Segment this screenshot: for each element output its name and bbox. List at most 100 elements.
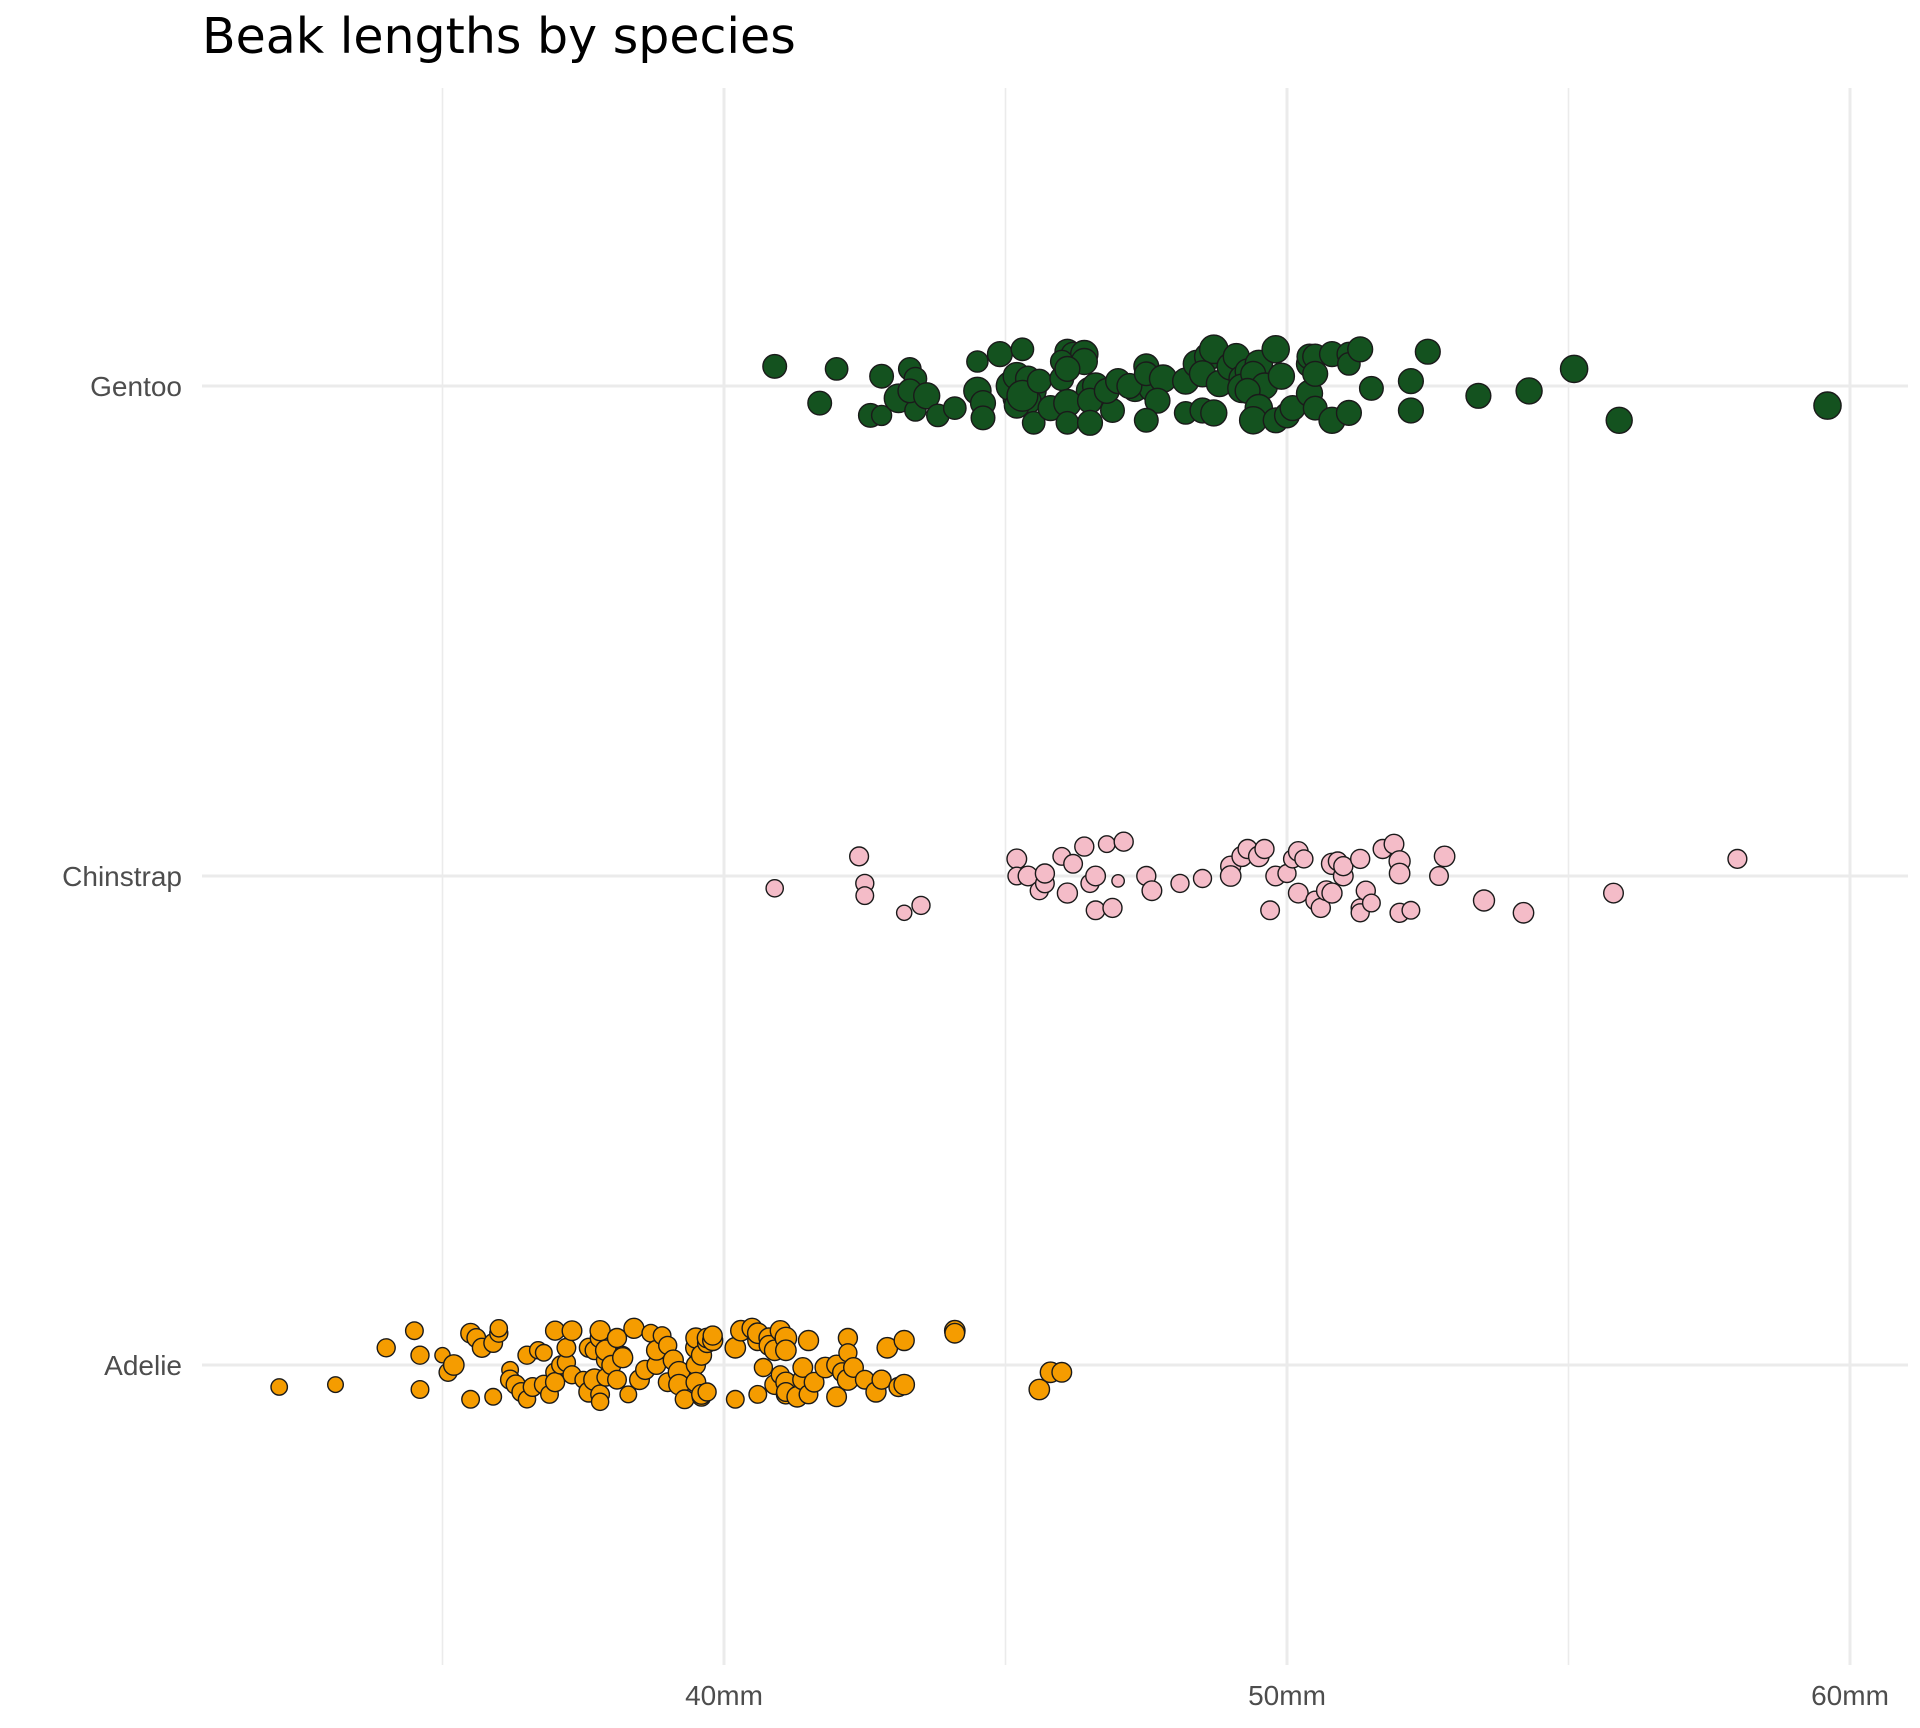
data-point — [762, 353, 788, 379]
data-point — [944, 1322, 966, 1344]
data-point — [848, 846, 870, 867]
y-tick-label-chinstrap: Chinstrap — [62, 861, 182, 892]
data-point — [1074, 836, 1095, 857]
data-point — [1388, 862, 1411, 885]
data-point — [748, 1384, 768, 1404]
data-point — [725, 1389, 745, 1409]
data-point — [1335, 399, 1362, 426]
data-point — [1361, 893, 1381, 913]
data-point — [893, 1329, 915, 1352]
data-points — [270, 334, 1842, 1412]
data-point — [807, 390, 833, 416]
data-point — [1358, 375, 1384, 401]
data-point — [942, 396, 967, 420]
data-point — [1076, 409, 1104, 436]
data-point — [1260, 900, 1281, 921]
data-point — [410, 1345, 430, 1365]
series-gentoo — [762, 334, 1842, 436]
data-point — [1026, 368, 1052, 394]
data-point — [1302, 360, 1329, 387]
data-point — [895, 904, 913, 922]
y-axis: Adelie Chinstrap Gentoo — [62, 371, 182, 1381]
data-point — [442, 1354, 465, 1376]
data-point — [826, 1386, 848, 1408]
data-point — [986, 341, 1013, 368]
x-axis: 40mm 50mm 60mm — [685, 1680, 1889, 1711]
data-point — [855, 886, 875, 906]
data-point — [1465, 382, 1492, 409]
grid-lines — [202, 88, 1908, 1665]
chart-title: Beak lengths by species — [202, 8, 796, 65]
data-point — [1170, 873, 1190, 894]
series-chinstrap — [765, 831, 1748, 924]
data-point — [1056, 882, 1079, 904]
data-point — [489, 1319, 509, 1338]
data-point — [1006, 848, 1028, 870]
data-point — [534, 1343, 553, 1362]
data-point — [590, 1392, 610, 1412]
data-point — [606, 1327, 628, 1349]
data-point — [1113, 831, 1134, 852]
data-point — [1141, 880, 1163, 902]
data-point — [1428, 866, 1449, 887]
data-point — [1063, 853, 1084, 874]
data-point — [824, 356, 849, 381]
x-tick-label: 50mm — [1248, 1680, 1326, 1711]
data-point — [270, 1378, 289, 1396]
data-point — [1055, 410, 1080, 435]
data-point — [410, 1379, 430, 1399]
data-point — [765, 879, 785, 898]
data-point — [1347, 336, 1374, 363]
data-point — [404, 1321, 424, 1341]
data-point — [1401, 900, 1421, 920]
data-point — [871, 1369, 892, 1390]
data-point — [1414, 338, 1441, 365]
data-point — [1034, 863, 1056, 884]
data-point — [1028, 1378, 1051, 1401]
data-point — [561, 1320, 583, 1342]
data-point — [484, 1387, 503, 1406]
data-point — [1433, 845, 1456, 868]
data-point — [1813, 391, 1842, 420]
series-adelie — [270, 1317, 1073, 1412]
data-point — [702, 1325, 723, 1346]
data-point — [792, 1356, 814, 1378]
data-point — [544, 1371, 566, 1393]
data-point — [803, 1371, 825, 1393]
data-point — [1267, 362, 1296, 390]
data-point — [1397, 368, 1424, 395]
data-point — [1605, 406, 1633, 434]
data-point — [1097, 835, 1116, 854]
data-point — [913, 382, 941, 410]
data-point — [1219, 865, 1242, 887]
data-point — [753, 1357, 774, 1378]
data-point — [376, 1338, 396, 1358]
data-point — [869, 363, 895, 389]
y-tick-label-gentoo: Gentoo — [90, 371, 182, 402]
data-point — [1333, 856, 1354, 877]
data-point — [1102, 897, 1123, 919]
data-point — [797, 1329, 820, 1352]
data-point — [619, 1385, 638, 1404]
data-point — [623, 1317, 645, 1340]
data-point — [1397, 397, 1424, 424]
data-point — [674, 1389, 695, 1410]
data-point — [1254, 838, 1275, 860]
y-tick-label-adelie: Adelie — [104, 1350, 182, 1381]
data-point — [1085, 865, 1107, 887]
data-point — [870, 404, 893, 427]
data-point — [1515, 377, 1543, 405]
x-tick-label: 40mm — [685, 1680, 763, 1711]
data-point — [1512, 901, 1535, 924]
data-point — [1349, 848, 1371, 870]
data-point — [1144, 387, 1171, 414]
data-point — [1192, 868, 1213, 889]
data-point — [970, 405, 996, 431]
data-point — [1472, 889, 1496, 912]
data-point — [1321, 882, 1343, 904]
data-point — [1021, 410, 1046, 435]
data-point — [461, 1389, 481, 1409]
data-point — [1111, 874, 1126, 888]
data-point — [1051, 1361, 1073, 1383]
